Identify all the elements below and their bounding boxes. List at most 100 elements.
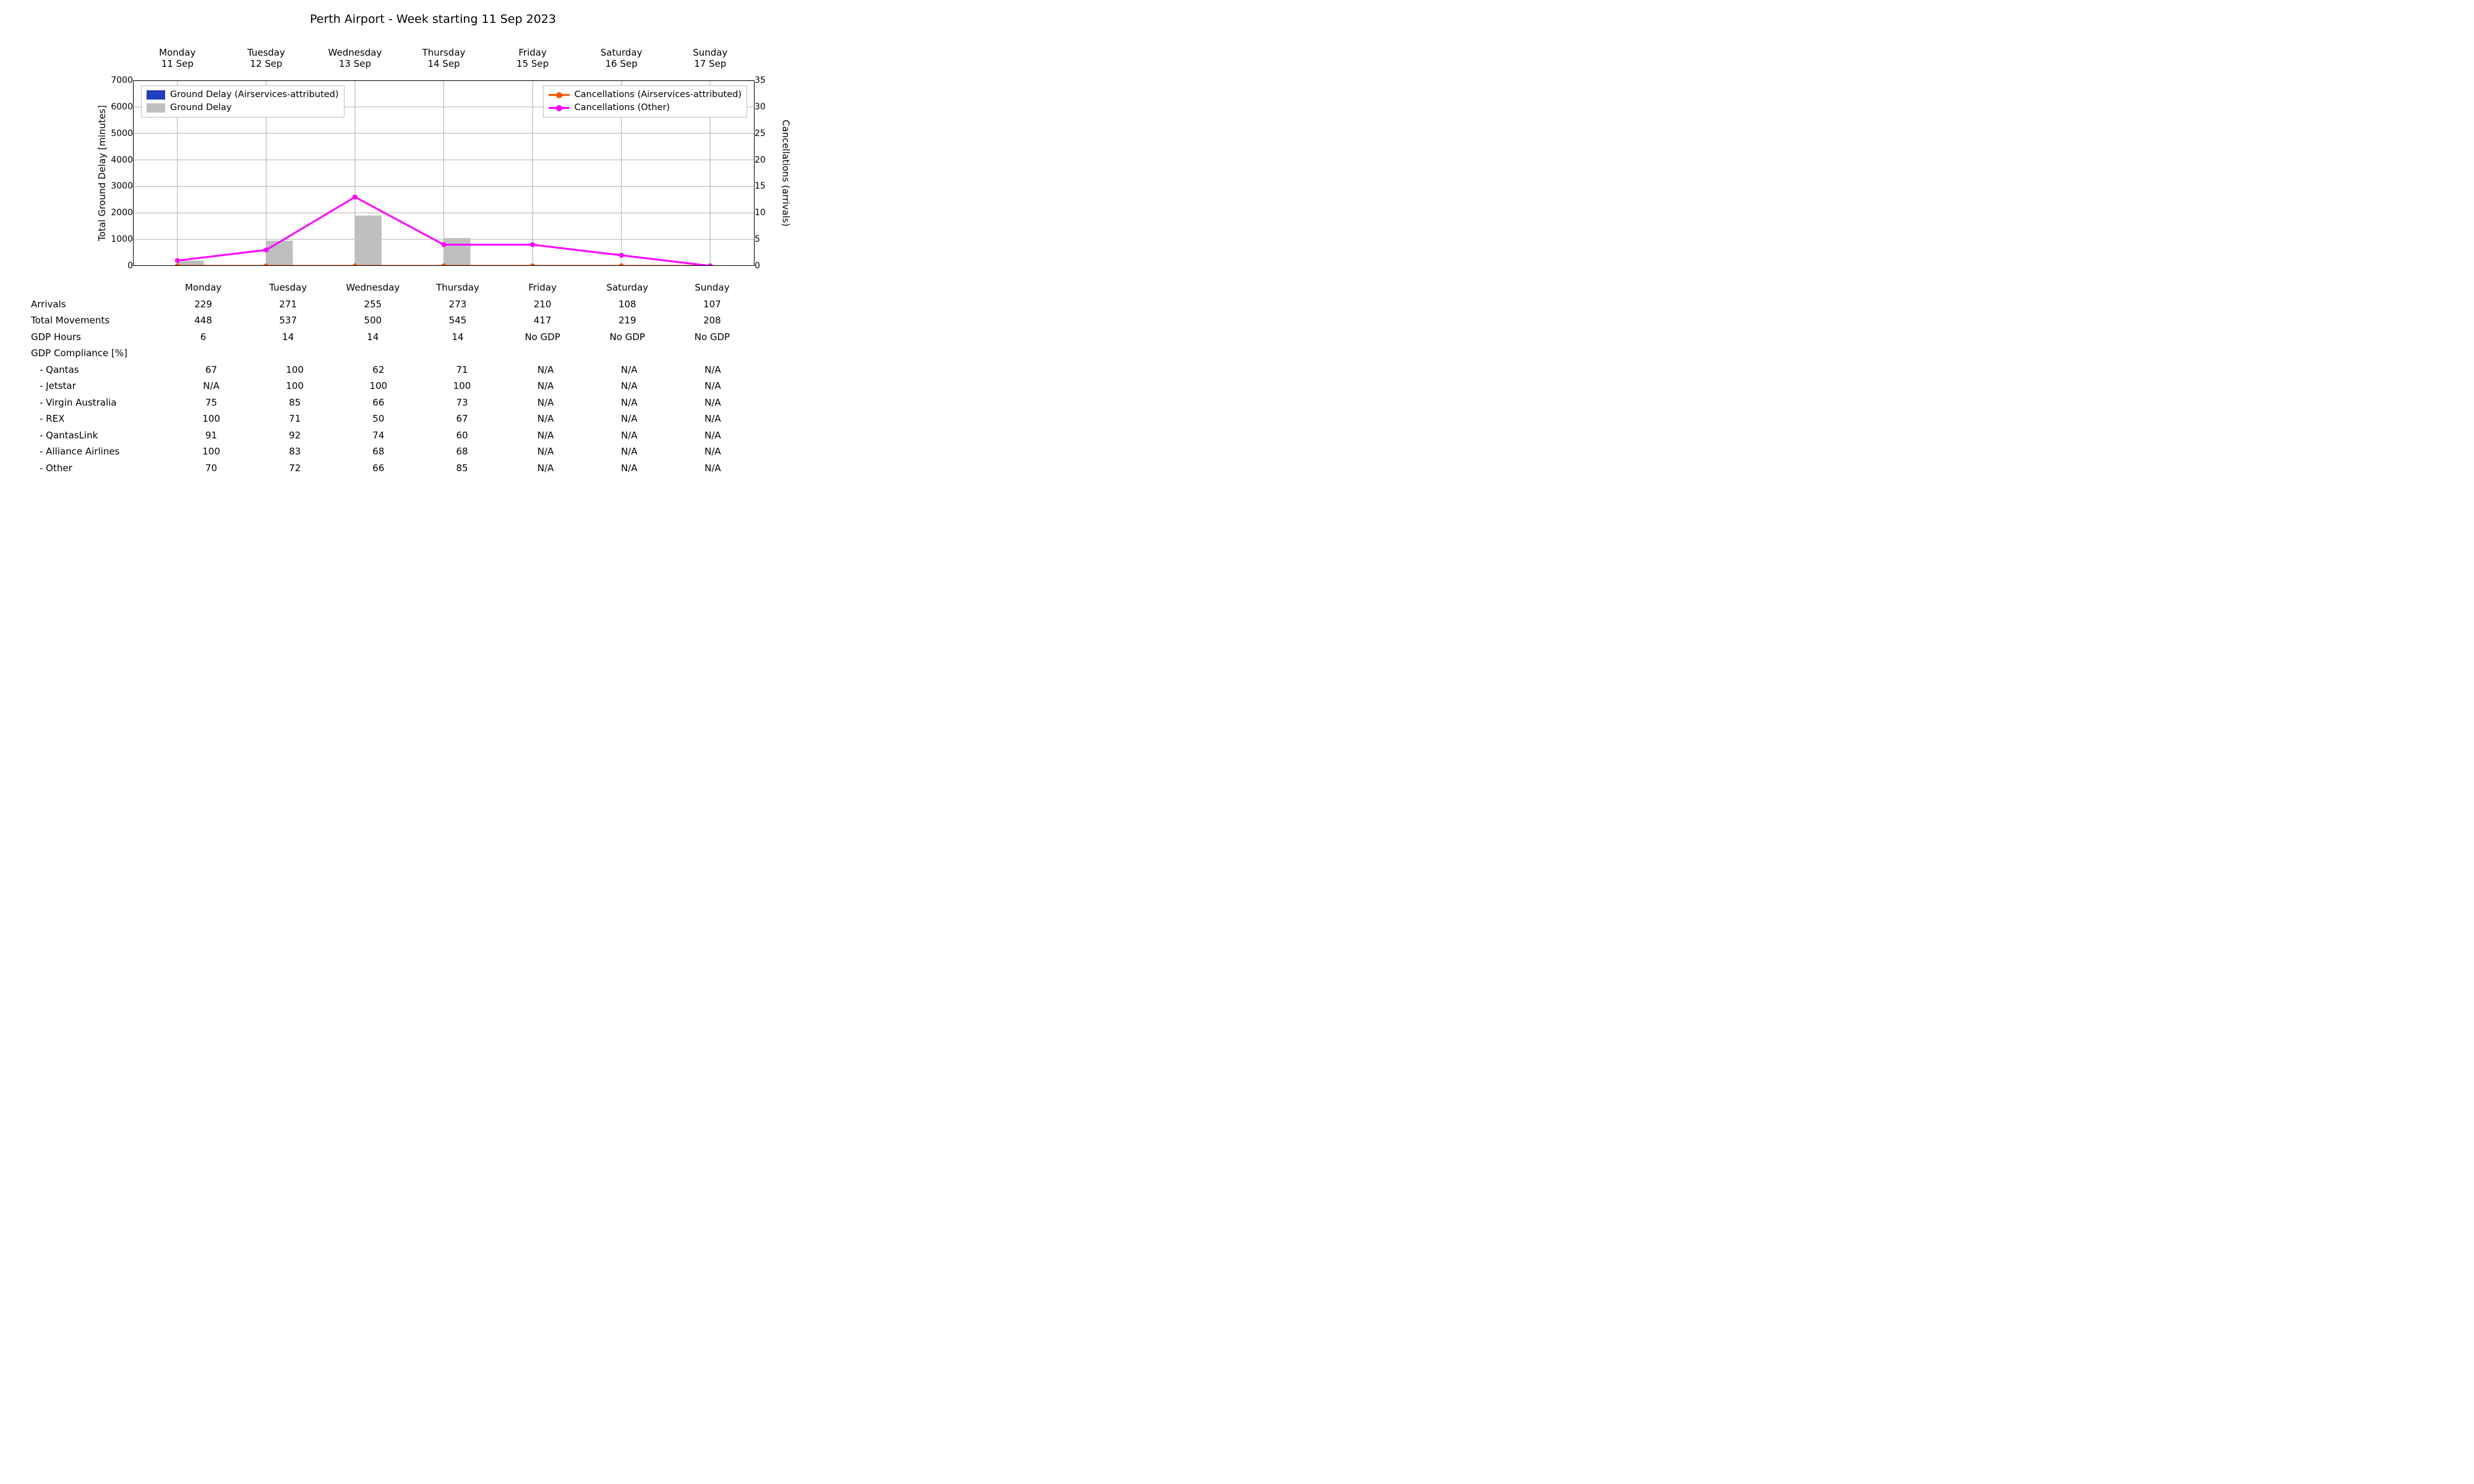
top-date-date: 13 Sep — [310, 58, 400, 69]
table-cell: 545 — [415, 315, 500, 326]
table-cell: 107 — [670, 299, 755, 310]
table-row: GDP Compliance [%] — [31, 345, 755, 362]
legend-label: Ground Delay (Airservices-attributed) — [170, 88, 339, 101]
top-date-date: 11 Sep — [133, 58, 222, 69]
legend-item: Cancellations (Other) — [549, 101, 742, 114]
table-row-label: - REX — [31, 413, 169, 424]
legend-label: Cancellations (Other) — [575, 101, 670, 114]
table-cell: 14 — [246, 331, 330, 343]
table-cell: N/A — [504, 380, 588, 391]
y-left-axis-label-text: Total Ground Delay [minutes] — [96, 105, 108, 241]
axis-tick-label: 15 — [755, 182, 779, 190]
table-cell: 100 — [169, 413, 253, 424]
table-cell: 62 — [336, 364, 420, 375]
table-cell: 91 — [169, 430, 253, 441]
top-date-weekday: Saturday — [577, 47, 666, 58]
table-cell: N/A — [169, 380, 253, 391]
table-cell: 66 — [336, 463, 420, 474]
table-cell: 60 — [420, 430, 503, 441]
table-cell: 255 — [330, 299, 415, 310]
table-cell: 100 — [169, 446, 253, 457]
table-row-label: - Virgin Australia — [31, 397, 169, 408]
table-cell: N/A — [671, 446, 755, 457]
table-row: - Qantas671006271N/AN/AN/A — [31, 362, 755, 378]
table-row: - Virgin Australia75856673N/AN/AN/A — [31, 394, 755, 411]
legend-label: Cancellations (Airservices-attributed) — [575, 88, 742, 101]
table-cell: 100 — [336, 380, 420, 391]
table-cell: 66 — [336, 397, 420, 408]
table-cell: 100 — [253, 364, 336, 375]
top-date-col: Thursday14 Sep — [400, 47, 489, 69]
axis-tick-label: 5000 — [108, 129, 133, 138]
table-cell: 70 — [169, 463, 253, 474]
table-cell: 71 — [420, 364, 503, 375]
axis-tick-label: 0 — [755, 262, 779, 270]
legend-left: Ground Delay (Airservices-attributed)Gro… — [141, 85, 345, 117]
table-cell: N/A — [588, 380, 671, 391]
table-cell: 14 — [330, 331, 415, 343]
table-row-label: - Other — [31, 463, 169, 474]
table-row-label: - Alliance Airlines — [31, 446, 169, 457]
table-cell: N/A — [504, 397, 588, 408]
table-cell: No GDP — [500, 331, 585, 343]
y-right-axis-label: Cancellations (arrivals) — [779, 80, 792, 266]
axis-tick-label: 4000 — [108, 156, 133, 164]
table-row-label: - Qantas — [31, 364, 169, 375]
table-header-cell: Wednesday — [330, 282, 415, 293]
legend-label: Ground Delay — [170, 101, 232, 114]
table-cell: 74 — [336, 430, 420, 441]
table-cell: N/A — [504, 463, 588, 474]
table-cell: 68 — [420, 446, 503, 457]
table-cell: 500 — [330, 315, 415, 326]
table-row: Total Movements448537500545417219208 — [31, 312, 755, 329]
table-cell: N/A — [504, 446, 588, 457]
table-row-label: - QantasLink — [31, 430, 169, 441]
table-cell: 448 — [161, 315, 246, 326]
chart-title: Perth Airport - Week starting 11 Sep 202… — [0, 12, 866, 26]
table-cell: N/A — [588, 397, 671, 408]
table-cell: 83 — [253, 446, 336, 457]
legend-line-icon — [549, 91, 570, 100]
legend-swatch-icon — [147, 103, 165, 113]
table-cell: N/A — [588, 446, 671, 457]
axis-tick-label: 7000 — [108, 76, 133, 85]
top-date-date: 15 Sep — [488, 58, 577, 69]
top-date-weekday: Sunday — [666, 47, 755, 58]
table-header-cell: Friday — [500, 282, 585, 293]
top-date-weekday: Monday — [133, 47, 222, 58]
table-cell: N/A — [671, 364, 755, 375]
top-date-col: Wednesday13 Sep — [310, 47, 400, 69]
table-cell: 108 — [585, 299, 670, 310]
table-cell: 50 — [336, 413, 420, 424]
table-cell: N/A — [671, 463, 755, 474]
top-date-header: Monday11 SepTuesday12 SepWednesday13 Sep… — [133, 47, 755, 69]
table-cell: 417 — [500, 315, 585, 326]
table-cell: 67 — [420, 413, 503, 424]
axis-tick-label: 6000 — [108, 103, 133, 111]
top-date-date: 14 Sep — [400, 58, 489, 69]
table-cell: 71 — [253, 413, 336, 424]
axis-tick-label: 5 — [755, 235, 779, 244]
top-date-col: Tuesday12 Sep — [222, 47, 311, 69]
table-cell: 73 — [420, 397, 503, 408]
legend-right: Cancellations (Airservices-attributed)Ca… — [543, 85, 747, 117]
table-cell: 537 — [246, 315, 330, 326]
axis-tick-label: 35 — [755, 76, 779, 85]
axis-tick-label: 10 — [755, 208, 779, 217]
table-cell: N/A — [671, 430, 755, 441]
table-cell: N/A — [588, 413, 671, 424]
top-date-col: Saturday16 Sep — [577, 47, 666, 69]
table-cell: 219 — [585, 315, 670, 326]
legend-item: Ground Delay — [147, 101, 339, 114]
table-cell: N/A — [504, 364, 588, 375]
table-cell: N/A — [588, 430, 671, 441]
table-row: - Alliance Airlines100836868N/AN/AN/A — [31, 443, 755, 460]
top-date-weekday: Thursday — [400, 47, 489, 58]
top-date-date: 16 Sep — [577, 58, 666, 69]
table-cell: 208 — [670, 315, 755, 326]
axis-tick-label: 3000 — [108, 182, 133, 190]
table-row-label: - Jetstar — [31, 380, 169, 391]
top-date-col: Monday11 Sep — [133, 47, 222, 69]
axis-tick-label: 30 — [755, 103, 779, 111]
y-left-ticks: 01000200030004000500060007000 — [108, 80, 133, 266]
